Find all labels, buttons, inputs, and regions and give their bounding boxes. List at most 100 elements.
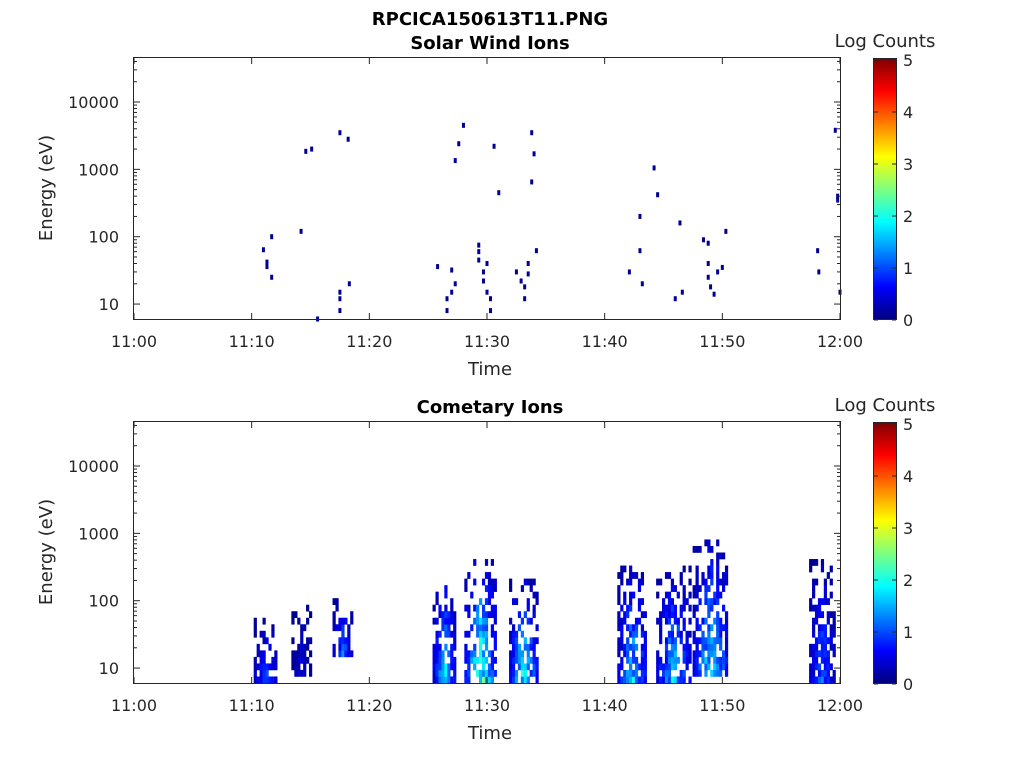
heatmap-cell bbox=[701, 578, 705, 586]
heatmap-cell bbox=[467, 669, 471, 677]
heatmap-cell bbox=[306, 643, 310, 651]
heatmap-cell bbox=[643, 650, 647, 658]
heatmap-cell bbox=[620, 572, 624, 579]
heatmap-cell bbox=[300, 630, 304, 638]
heatmap-cell bbox=[695, 637, 699, 645]
heatmap-cell bbox=[724, 228, 728, 234]
heatmap-cell bbox=[332, 624, 336, 632]
heatmap-cell bbox=[682, 617, 686, 625]
heatmap-cell bbox=[707, 663, 711, 671]
heatmap-cell bbox=[470, 591, 474, 599]
heatmap-cell bbox=[450, 663, 454, 671]
heatmap-cell bbox=[670, 663, 675, 671]
heatmap-cell bbox=[520, 663, 524, 671]
heatmap-cell bbox=[338, 643, 342, 651]
heatmap-cell bbox=[634, 617, 639, 625]
heatmap-cell bbox=[490, 611, 494, 619]
heatmap-cell bbox=[262, 669, 266, 677]
heatmap-cell bbox=[479, 637, 483, 645]
heatmap-cell bbox=[623, 565, 627, 573]
heatmap-cell bbox=[656, 650, 660, 658]
heatmap-cell bbox=[623, 611, 627, 619]
heatmap-cell bbox=[441, 611, 445, 619]
heatmap-cell bbox=[692, 669, 696, 677]
heatmap-cell bbox=[271, 676, 275, 684]
heatmap-cell bbox=[713, 663, 717, 671]
heatmap-cell bbox=[467, 630, 471, 638]
heatmap-cell bbox=[673, 585, 677, 592]
heatmap-cell bbox=[450, 630, 454, 638]
heatmap-cell bbox=[640, 669, 645, 677]
heatmap-cell bbox=[453, 617, 457, 625]
heatmap-cell bbox=[620, 604, 624, 612]
heatmap-cell bbox=[490, 676, 494, 684]
heatmap-cell bbox=[829, 630, 833, 638]
heatmap-cell bbox=[303, 656, 307, 664]
heatmap-cell bbox=[493, 604, 497, 612]
heatmap-cell bbox=[713, 591, 717, 599]
heatmap-cell bbox=[514, 643, 519, 651]
x-tick-label: 11:30 bbox=[464, 696, 510, 715]
heatmap-cell bbox=[299, 228, 303, 234]
heatmap-cell bbox=[682, 624, 686, 632]
heatmap-cell bbox=[676, 624, 680, 632]
heatmap-cell bbox=[707, 643, 711, 651]
heatmap-cell bbox=[484, 598, 489, 605]
heatmap-cell bbox=[710, 545, 714, 553]
heatmap-cell bbox=[820, 676, 825, 684]
heatmap-cell bbox=[692, 591, 696, 599]
heatmap-cell bbox=[656, 663, 660, 671]
heatmap-cell bbox=[704, 669, 708, 677]
heatmap-cell bbox=[487, 611, 492, 619]
plot-frame bbox=[133, 421, 841, 684]
heatmap-cell bbox=[523, 643, 527, 651]
heatmap-cell bbox=[631, 572, 636, 579]
heatmap-cell bbox=[629, 591, 633, 599]
heatmap-cell bbox=[634, 643, 639, 651]
heatmap-cell bbox=[532, 578, 536, 586]
x-tick-label: 11:50 bbox=[699, 332, 745, 351]
heatmap-cell bbox=[623, 591, 627, 599]
heatmap-cell bbox=[620, 643, 624, 651]
heatmap-cell bbox=[643, 630, 647, 638]
heatmap-cell bbox=[514, 656, 519, 664]
heatmap-cell bbox=[812, 617, 816, 625]
heatmap-cell bbox=[673, 611, 677, 619]
heatmap-cell bbox=[341, 637, 345, 645]
heatmap-cell bbox=[338, 637, 342, 645]
heatmap-cell bbox=[453, 611, 457, 619]
colorbar bbox=[873, 422, 897, 684]
heatmap-cell bbox=[338, 650, 342, 658]
heatmap-cell bbox=[716, 539, 720, 547]
heatmap-cell bbox=[626, 650, 630, 658]
heatmap-cell bbox=[716, 630, 720, 638]
heatmap-cell bbox=[447, 676, 451, 684]
heatmap-cell bbox=[809, 669, 813, 677]
heatmap-cell bbox=[829, 565, 833, 573]
heatmap-cell bbox=[520, 676, 524, 684]
heatmap-cell bbox=[253, 624, 257, 632]
heatmap-cell bbox=[662, 604, 666, 612]
heatmap-cell bbox=[704, 539, 708, 547]
heatmap-cell bbox=[823, 650, 827, 658]
heatmap-cell bbox=[706, 261, 710, 267]
heatmap-cell bbox=[692, 656, 696, 664]
heatmap-cell bbox=[814, 643, 819, 651]
heatmap-cell bbox=[707, 630, 711, 638]
heatmap-cell bbox=[695, 624, 699, 632]
heatmap-cell bbox=[467, 572, 471, 579]
heatmap-cell bbox=[692, 585, 696, 592]
x-tick-label: 11:40 bbox=[582, 332, 628, 351]
heatmap-cell bbox=[509, 663, 513, 671]
heatmap-cell bbox=[629, 572, 633, 579]
heatmap-cell bbox=[664, 604, 669, 612]
heatmap-cell bbox=[643, 656, 647, 664]
heatmap-cell bbox=[719, 663, 723, 671]
heatmap-cell bbox=[695, 656, 699, 664]
heatmap-cell bbox=[620, 663, 624, 671]
heatmap-cell bbox=[291, 663, 295, 671]
heatmap-cell bbox=[620, 624, 624, 632]
heatmap-cell bbox=[509, 656, 513, 664]
heatmap-cell bbox=[297, 669, 301, 677]
heatmap-cell bbox=[464, 656, 468, 664]
